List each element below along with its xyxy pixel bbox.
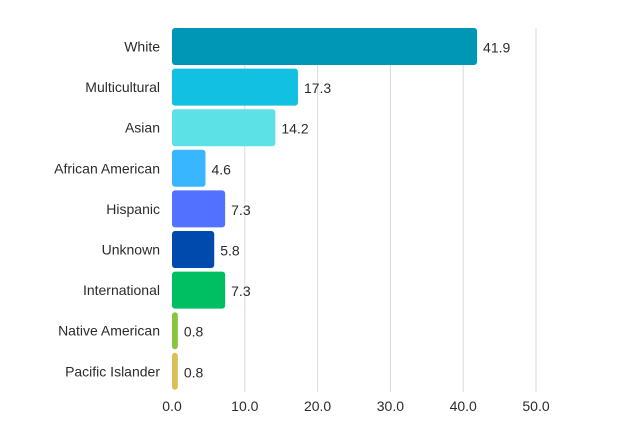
bars <box>172 28 478 390</box>
bar <box>172 190 226 228</box>
category-label: International <box>83 282 160 298</box>
category-label: Multicultural <box>85 79 160 95</box>
category-label: Pacific Islander <box>65 363 160 379</box>
category-labels: White Multicultural Asian African American H… <box>54 39 160 380</box>
value-label: 41.9 <box>483 40 510 56</box>
category-label: Native American <box>58 323 160 339</box>
x-tick-label: 30.0 <box>377 398 404 414</box>
bar <box>172 109 276 147</box>
value-labels: 41.9 17.3 14.2 4.6 7.3 5.8 7.3 0.8 0.8 <box>184 40 511 381</box>
x-tick-label: 10.0 <box>231 398 258 414</box>
x-tick-label: 40.0 <box>450 398 477 414</box>
bar <box>172 149 206 187</box>
value-label: 14.2 <box>281 121 308 137</box>
category-label: Asian <box>125 120 160 136</box>
value-label: 0.8 <box>184 324 204 340</box>
bar <box>172 68 298 106</box>
value-label: 7.3 <box>231 202 251 218</box>
x-tick-label: 0.0 <box>162 398 182 414</box>
value-label: 5.8 <box>220 243 240 259</box>
value-label: 4.6 <box>211 161 231 177</box>
category-label: Hispanic <box>106 201 160 217</box>
bar <box>172 231 215 268</box>
value-label: 0.8 <box>184 364 204 380</box>
bar <box>172 28 478 65</box>
x-tick-label: 50.0 <box>522 398 549 414</box>
value-label: 7.3 <box>231 283 251 299</box>
category-label: White <box>124 39 160 55</box>
x-tick-label: 20.0 <box>304 398 331 414</box>
gridlines <box>244 28 537 392</box>
bar <box>172 271 226 309</box>
bar <box>172 312 178 350</box>
category-label: African American <box>54 160 160 176</box>
value-label: 17.3 <box>304 80 331 96</box>
bar <box>172 352 178 390</box>
x-axis-tick-labels: 0.0 10.0 20.0 30.0 40.0 50.0 <box>162 398 550 414</box>
category-label: Unknown <box>102 242 160 258</box>
